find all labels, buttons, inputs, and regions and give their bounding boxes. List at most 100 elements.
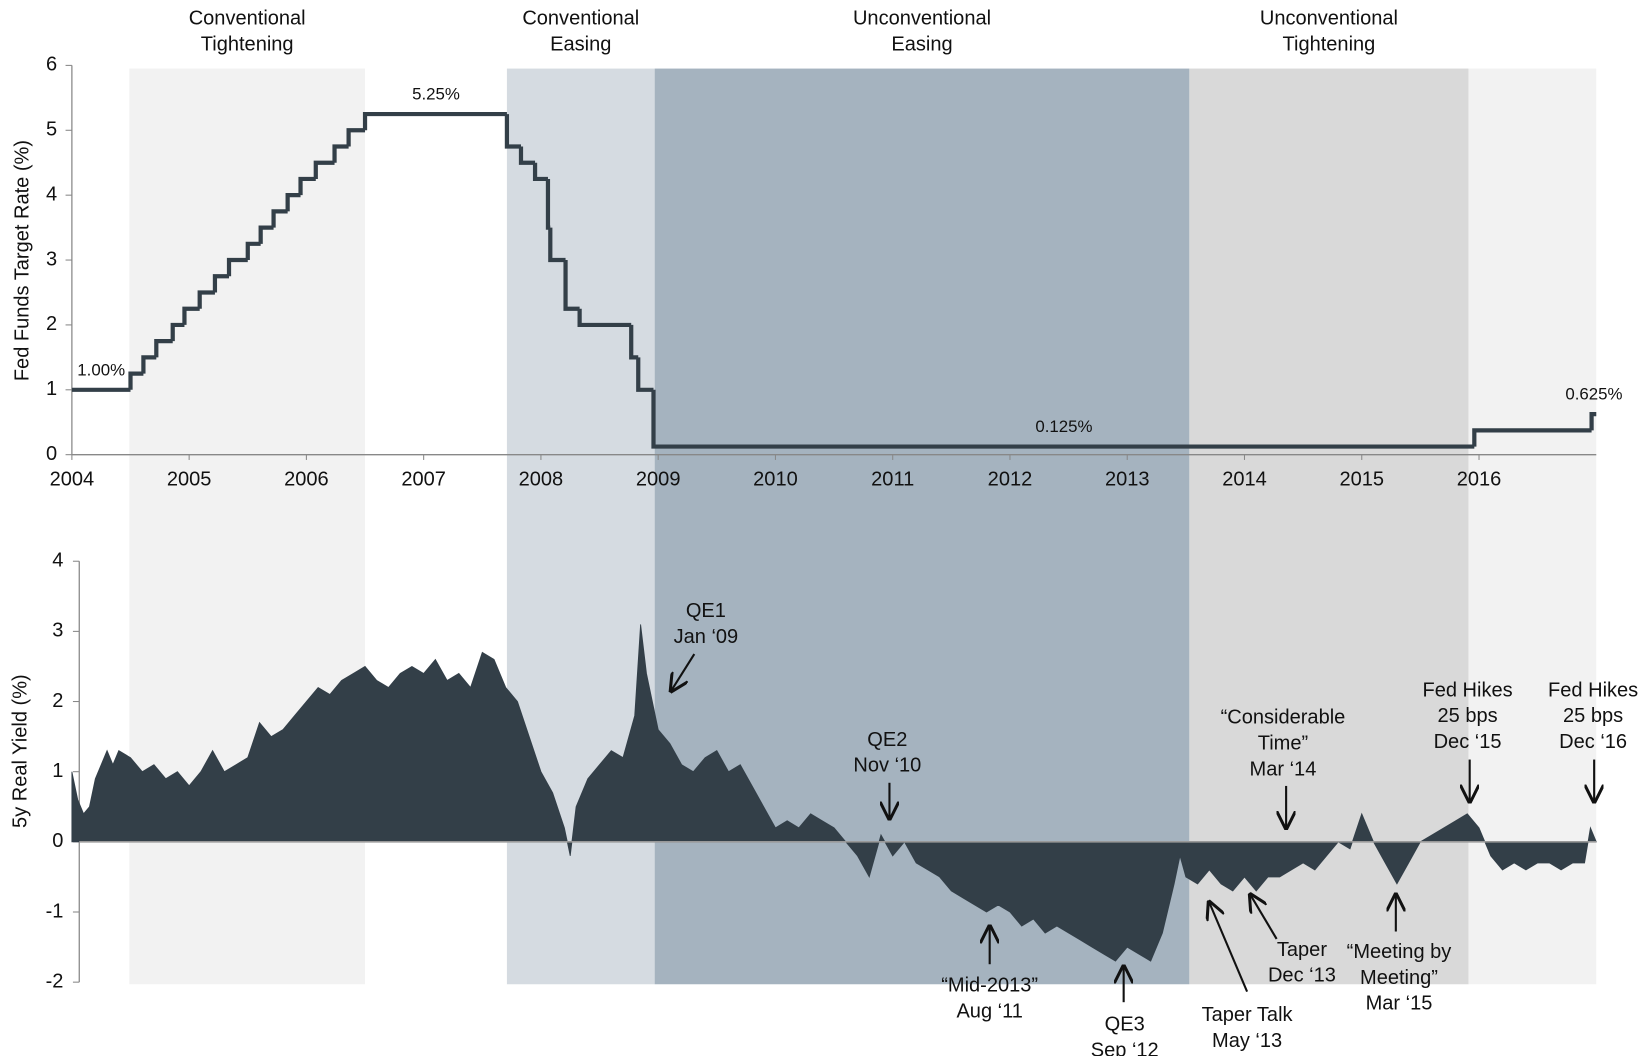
annotation-text: Jan ‘09	[674, 626, 739, 648]
step-segment	[651, 389, 1475, 449]
phase-label: Easing	[550, 34, 611, 56]
y-tick-label: 3	[46, 248, 57, 270]
step-segment	[504, 114, 521, 149]
phase-label: Unconventional	[1260, 7, 1398, 29]
y-tick-label: 2	[46, 313, 57, 335]
y-tick-label: 1	[52, 760, 63, 782]
annotation-text: Fed Hikes	[1422, 679, 1512, 701]
step-segment	[545, 178, 551, 230]
plots: Conventional Tightening Conventional Easing…	[46, 7, 1639, 1056]
annotation-arrow	[671, 653, 696, 691]
x-tick-label: 2004	[50, 468, 95, 490]
y-tick-label: 1	[46, 378, 57, 400]
step-segment	[1589, 412, 1597, 431]
step-segment	[298, 176, 316, 196]
annotation-text: “Mid-2013”	[941, 975, 1038, 997]
phase-label: Conventional	[189, 7, 306, 29]
step-segment	[346, 128, 366, 147]
y-tick-label: 4	[46, 183, 57, 205]
annotation-text: Fed Hikes	[1548, 679, 1638, 701]
annotation-text: Taper	[1277, 939, 1327, 961]
annotation-text: Taper Talk	[1202, 1004, 1294, 1026]
step-segment	[170, 322, 185, 342]
step-segment	[636, 357, 654, 392]
annotation-arrow	[1250, 895, 1278, 940]
phase-band	[129, 68, 366, 985]
annotation-text: Dec ‘16	[1559, 731, 1627, 753]
annotation-text: Mar ‘14	[1250, 758, 1317, 780]
phase-label: Unconventional	[853, 7, 991, 29]
area	[71, 624, 1597, 962]
step-segment	[577, 308, 632, 328]
step-segment	[197, 290, 215, 309]
y-tick-label: 6	[46, 54, 57, 76]
y-tick-label: -2	[46, 970, 64, 992]
phase-band	[1468, 68, 1597, 985]
y-tick-label: 0	[52, 830, 63, 852]
step-segment	[154, 339, 173, 358]
annotation-text: Dec ‘13	[1268, 965, 1336, 987]
y-axis-title: 5y Real Yield (%)	[10, 674, 32, 828]
phase-band	[506, 68, 655, 985]
step-segment	[1472, 428, 1592, 447]
annotation-text: QE3	[1105, 1014, 1145, 1036]
annotation-text: Dec ‘15	[1434, 731, 1502, 753]
y-axis-title: Fed Funds Target Rate (%)	[12, 140, 34, 381]
x-tick-label: 2016	[1457, 468, 1502, 490]
annotation-text: Mar ‘15	[1366, 993, 1433, 1015]
y-tick-label: 4	[52, 550, 63, 572]
x-tick-label: 2009	[636, 468, 681, 490]
value-label: 1.00%	[77, 360, 125, 379]
y-tick-label: 3	[52, 620, 63, 642]
annotation-text: Meeting”	[1360, 967, 1438, 989]
step-segment	[128, 371, 144, 390]
annotation-text: 25 bps	[1563, 705, 1623, 727]
phase-label: Tightening	[1283, 34, 1376, 56]
annotation-text: “Meeting by	[1347, 941, 1452, 963]
x-tick-label: 2006	[284, 468, 329, 490]
annotation-text: “Considerable	[1221, 707, 1346, 729]
step-segment	[518, 146, 536, 165]
step-segment	[548, 227, 566, 263]
annotation-text: Nov ‘10	[853, 755, 921, 777]
y-tick-label: 2	[52, 690, 63, 712]
step-segment	[629, 324, 639, 360]
annotation-text: QE1	[686, 600, 726, 622]
step-segment	[226, 257, 248, 277]
x-tick-label: 2012	[988, 468, 1033, 490]
annotation-arrow	[1209, 902, 1249, 993]
step-segment	[258, 225, 274, 244]
step-segment	[212, 274, 230, 293]
value-label: 0.625%	[1565, 385, 1622, 404]
annotation-text: Aug ‘11	[956, 1001, 1022, 1023]
annotation-text: May ‘13	[1212, 1030, 1282, 1052]
annotation-text: Sep ‘12	[1091, 1040, 1159, 1056]
annotation-text: Time”	[1258, 733, 1308, 755]
annotation-text: 25 bps	[1437, 705, 1497, 727]
step-segment	[563, 260, 580, 311]
phase-bands	[129, 68, 1597, 985]
step-segment	[332, 144, 349, 163]
y-tick-label: -1	[46, 900, 64, 922]
phase-band	[1189, 68, 1469, 985]
step-segment	[182, 306, 200, 325]
step-segment	[141, 355, 157, 374]
step-segment	[532, 162, 548, 182]
x-tick-label: 2015	[1339, 468, 1384, 490]
x-tick-label: 2013	[1105, 468, 1150, 490]
x-tick-label: 2007	[401, 468, 446, 490]
y-tick-label: 0	[46, 443, 57, 465]
step-segment	[362, 111, 507, 131]
step-segment	[285, 193, 301, 212]
value-label: 5.25%	[412, 85, 460, 104]
step-segment	[271, 209, 288, 228]
phase-label: Tightening	[201, 34, 294, 56]
x-tick-label: 2010	[753, 468, 798, 490]
annotation-text: QE2	[867, 729, 907, 751]
x-tick-label: 2008	[519, 468, 564, 490]
x-tick-label: 2011	[871, 468, 914, 490]
y-tick-label: 5	[46, 119, 57, 141]
step-segment	[313, 160, 335, 179]
